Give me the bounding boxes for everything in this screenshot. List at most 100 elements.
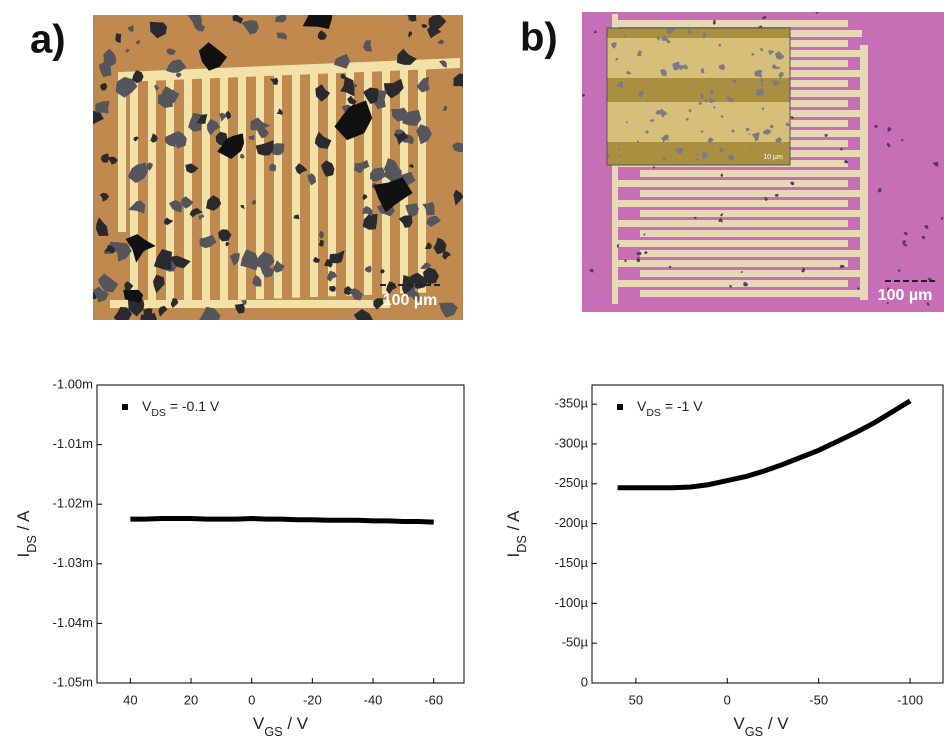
flake (188, 112, 203, 132)
scale-bar-label: 100 µm (878, 287, 933, 304)
flake (199, 234, 217, 249)
flake (453, 189, 463, 206)
flake (107, 156, 118, 165)
flake (276, 32, 287, 40)
flake (751, 132, 760, 142)
panel-label: b) (520, 16, 558, 60)
flake (113, 307, 133, 320)
data-line (130, 516, 434, 525)
y-tick-label: -200µ (554, 515, 588, 530)
flake (718, 64, 726, 71)
flake (276, 108, 283, 116)
electrode-finger (618, 180, 848, 187)
flake (225, 110, 231, 120)
flake (644, 251, 648, 255)
x-tick-label: -20 (303, 692, 322, 707)
y-tick-label: -1.00m (53, 376, 93, 391)
flake (638, 90, 644, 98)
flake (438, 302, 458, 318)
flake (672, 61, 680, 71)
flake (416, 124, 432, 145)
flake (626, 70, 632, 75)
flake (248, 134, 255, 141)
flake (901, 139, 904, 142)
flake (645, 130, 650, 134)
electrode-finger (148, 73, 156, 304)
electrode-finger (328, 66, 336, 297)
flake (170, 298, 179, 308)
flake (840, 147, 843, 151)
flake (685, 118, 690, 121)
flake (617, 148, 621, 151)
electrode-finger (640, 270, 862, 277)
electrode-finger (640, 250, 862, 257)
flake (302, 15, 333, 29)
flake (903, 232, 908, 236)
flake (704, 97, 708, 103)
flake (688, 108, 692, 113)
flake (649, 118, 655, 123)
flake (344, 286, 356, 296)
flake (769, 124, 774, 129)
flake (453, 73, 463, 87)
y-tick-label: -1.04m (53, 615, 93, 630)
x-tick-label: -60 (424, 692, 443, 707)
flake (255, 140, 274, 156)
flake (824, 134, 828, 138)
flake (313, 256, 321, 263)
flake (293, 214, 300, 220)
flake (314, 131, 332, 149)
flake (666, 28, 676, 35)
x-tick-label: 20 (184, 692, 198, 707)
flake (886, 142, 891, 148)
flake (380, 269, 385, 274)
flake (218, 229, 232, 242)
electrode-finger (274, 68, 282, 299)
flake (353, 83, 358, 88)
flake (769, 157, 772, 160)
flake (745, 127, 751, 132)
flake (624, 259, 627, 262)
flake (653, 165, 656, 169)
y-tick-label: -1.02m (53, 496, 93, 511)
x-tick-label: 0 (248, 692, 255, 707)
flake (362, 206, 373, 217)
flake (718, 218, 723, 223)
electrode-finger (364, 64, 372, 295)
electrode-finger (382, 64, 390, 295)
flake (217, 133, 245, 159)
flake (149, 21, 167, 39)
flake (340, 73, 346, 79)
flake (775, 137, 782, 143)
y-tick-label: -150µ (554, 555, 588, 570)
flake (771, 80, 780, 86)
flake (135, 39, 140, 45)
flake (675, 147, 683, 155)
flake (153, 274, 165, 294)
electrode-finger (618, 20, 848, 27)
flake (97, 273, 119, 293)
flake (127, 25, 134, 32)
flake (349, 288, 363, 301)
flake (921, 235, 926, 240)
flake (611, 42, 617, 49)
flake (420, 262, 432, 270)
inset (606, 27, 791, 166)
flake (778, 72, 784, 79)
flake (315, 84, 330, 102)
flake (696, 153, 699, 156)
flake (729, 284, 732, 288)
flake (607, 153, 610, 160)
flake (696, 30, 699, 34)
y-tick-label: 0 (581, 674, 588, 689)
y-tick-label: -1.03m (53, 555, 93, 570)
flake (207, 118, 221, 136)
flake (877, 187, 882, 193)
flake (764, 196, 768, 201)
y-tick-label: -100µ (554, 595, 588, 610)
flake (409, 164, 414, 169)
y-axis-title: IDS / A (504, 510, 528, 558)
flake (731, 129, 735, 133)
flake (256, 251, 275, 270)
flake (269, 163, 276, 172)
